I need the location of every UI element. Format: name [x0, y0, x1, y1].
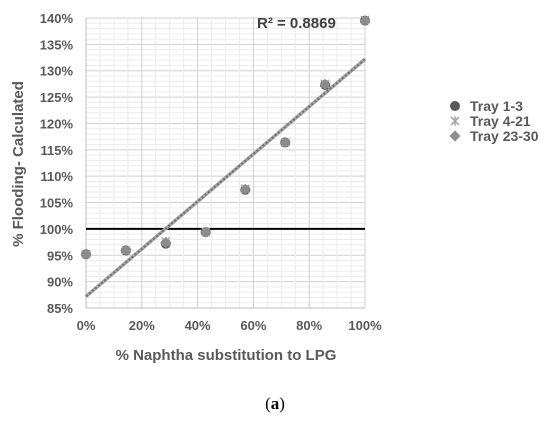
r-squared-label: R² = 0.8869: [257, 15, 336, 32]
x-tick-label: 60%: [240, 318, 266, 333]
legend-marker-3: [449, 130, 461, 142]
y-axis-title: % Flooding- Calculated: [10, 81, 27, 247]
x-axis-title: % Naphtha substitution to LPG: [116, 347, 337, 364]
legend-marker-2: [450, 116, 460, 126]
y-tick-label: 100%: [40, 222, 74, 237]
x-tick-label: 100%: [348, 318, 382, 333]
y-tick-label: 120%: [40, 116, 74, 131]
x-tick-label: 80%: [296, 318, 322, 333]
data-point-series-3: [200, 226, 212, 238]
y-tick-label: 135%: [40, 37, 74, 52]
y-tick-label: 130%: [40, 64, 74, 79]
y-tick-label: 105%: [40, 196, 74, 211]
legend-label-2: Tray 4-21: [470, 113, 531, 129]
x-tick-label: 20%: [129, 318, 155, 333]
data-point-series-3: [160, 237, 172, 249]
y-tick-label: 90%: [47, 275, 73, 290]
grid: [85, 17, 366, 309]
x-tick-label: 0%: [77, 318, 96, 333]
y-tick-label: 95%: [47, 248, 73, 263]
data-point-series-3: [319, 78, 331, 90]
y-tick-label: 125%: [40, 90, 74, 105]
y-tick-label: 115%: [40, 143, 73, 158]
chart: 0% 20% 40% 60% 80% 100% 85% 90% 95% 100% 105% 110% 1…: [10, 11, 539, 364]
y-tick-label: 140%: [40, 11, 74, 26]
legend-label-1: Tray 1-3: [470, 98, 523, 114]
data-points: [80, 15, 371, 260]
data-point-series-3: [239, 183, 251, 195]
trendline-dots: [85, 58, 366, 298]
data-point-series-3: [359, 15, 371, 27]
y-tick-label: 110%: [40, 169, 73, 184]
legend-label-3: Tray 23-30: [470, 128, 539, 144]
x-tick-label: 40%: [185, 318, 211, 333]
figure-caption: (a): [265, 394, 285, 413]
data-point-series-3: [279, 136, 291, 148]
tick-labels: 0% 20% 40% 60% 80% 100% 85% 90% 95% 100% 105% 110% 1…: [40, 11, 382, 333]
data-point-series-3: [80, 248, 92, 260]
legend-marker-1: [450, 101, 460, 111]
y-tick-label: 85%: [47, 301, 73, 316]
data-point-series-3: [120, 245, 132, 257]
